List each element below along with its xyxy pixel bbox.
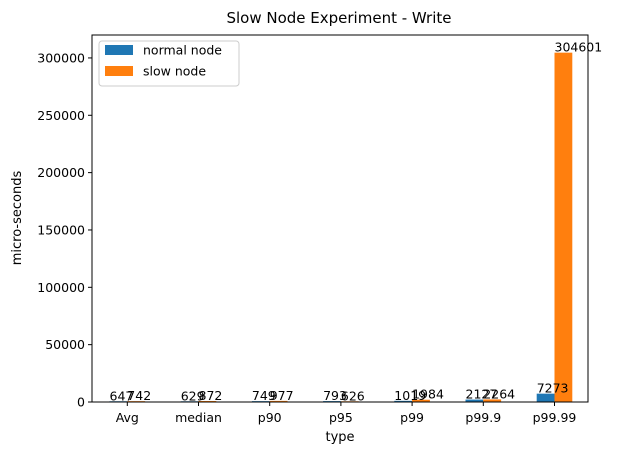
bar-normal-p99	[394, 400, 413, 402]
data-label-slow-p95: 626	[341, 388, 365, 403]
y-tick-label: 250000	[37, 108, 85, 123]
legend-box	[98, 40, 240, 87]
data-label-normal-p99.99: 7273	[537, 381, 569, 396]
data-label-normal-p99.9: 2127	[466, 387, 498, 402]
x-axis-label: type	[325, 430, 354, 445]
legend-swatch-normal	[105, 45, 133, 55]
y-axis: 0 50000 100000 150000 200000 250000 300000	[37, 50, 92, 410]
y-tick-label: 150000	[37, 222, 85, 237]
plot-frame	[91, 34, 589, 403]
bar-slow-p99	[412, 399, 430, 402]
data-label-slow-p99: 1984	[412, 387, 444, 402]
legend: normal node slow node	[98, 40, 240, 87]
data-label-slow-Avg: 742	[127, 388, 151, 403]
y-tick-label: 300000	[37, 50, 85, 65]
data-label-normal-p90: 749	[252, 388, 276, 403]
bar-slow-p99.99	[554, 52, 573, 402]
x-tick-label: median	[175, 410, 222, 425]
data-label-slow-p99.9: 2264	[483, 386, 515, 401]
y-axis-label: micro-seconds	[10, 171, 25, 266]
data-label-normal-Avg: 647	[110, 388, 134, 403]
data-label-slow-p90: 977	[270, 388, 294, 403]
y-tick-label: 0	[77, 395, 85, 410]
chart-title: Slow Node Experiment - Write	[226, 9, 451, 27]
legend-swatch-slow	[105, 66, 133, 76]
x-tick-label: p99.9	[465, 410, 501, 425]
bar-normal-p99.9	[465, 399, 484, 402]
x-tick-label: p99	[400, 410, 424, 425]
bar-slow-p90	[269, 400, 288, 402]
bar-normal-p99.99	[536, 393, 555, 402]
bar-slow-median	[198, 400, 217, 402]
legend-label-normal: normal node	[143, 43, 222, 58]
y-tick-label: 50000	[45, 337, 85, 352]
data-label-normal-median: 629	[181, 388, 205, 403]
y-tick-label: 200000	[37, 165, 85, 180]
data-label-slow-p99.99: 304601	[555, 40, 603, 55]
x-tick-label: p95	[329, 410, 353, 425]
y-tick-label: 100000	[37, 280, 85, 295]
x-axis: Avg median p90 p95 p99 p99.9 p99.99	[116, 402, 577, 425]
data-labels-group: 647 629 749 793 1019 2127 7273 742 872 977 626 1984…	[110, 40, 603, 404]
legend-label-slow: slow node	[143, 64, 206, 79]
data-label-normal-p95: 793	[323, 388, 347, 403]
data-label-normal-p99: 1019	[394, 388, 426, 403]
data-label-slow-median: 872	[199, 388, 223, 403]
bar-slow-p99.9	[483, 399, 502, 402]
x-tick-label: p99.99	[533, 410, 577, 425]
x-tick-label: Avg	[116, 410, 139, 425]
x-tick-label: p90	[258, 410, 282, 425]
bars-group	[109, 52, 573, 402]
